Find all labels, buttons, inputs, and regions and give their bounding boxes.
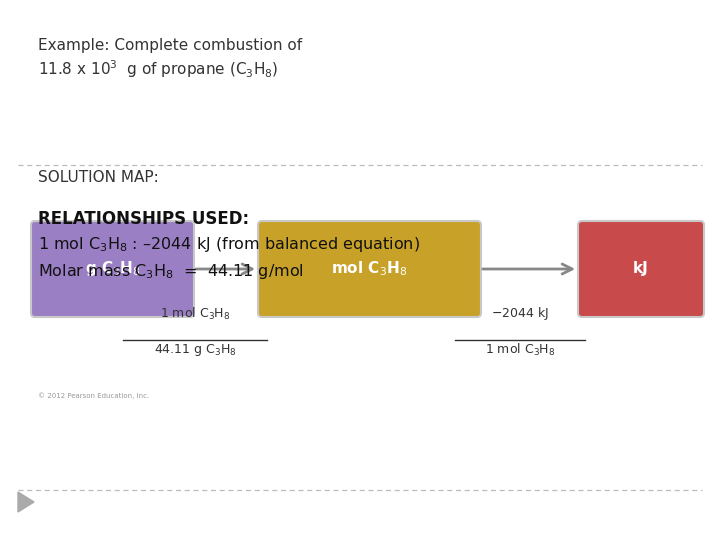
Text: mol C$_3$H$_8$: mol C$_3$H$_8$ [331,260,408,278]
Text: $-$2044 kJ: $-$2044 kJ [491,305,549,322]
Text: 11.8 x 10$^3$  g of propane (C$_3$H$_8$): 11.8 x 10$^3$ g of propane (C$_3$H$_8$) [38,58,279,80]
Polygon shape [18,492,34,512]
Text: g C$_3$H$_8$: g C$_3$H$_8$ [85,260,140,279]
FancyBboxPatch shape [578,221,704,317]
Text: SOLUTION MAP:: SOLUTION MAP: [38,170,158,185]
Text: 1 mol C$_3$H$_8$ : –2044 kJ (from balanced equation): 1 mol C$_3$H$_8$ : –2044 kJ (from balanc… [38,235,420,254]
Text: Molar mass C$_3$H$_8$  =  44.11 g/mol: Molar mass C$_3$H$_8$ = 44.11 g/mol [38,262,304,281]
Text: © 2012 Pearson Education, Inc.: © 2012 Pearson Education, Inc. [38,392,149,399]
Text: 1 mol C$_3$H$_8$: 1 mol C$_3$H$_8$ [160,306,230,322]
Text: kJ: kJ [633,261,649,276]
Text: 44.11 g C$_3$H$_8$: 44.11 g C$_3$H$_8$ [153,342,236,358]
Text: Example: Complete combustion of: Example: Complete combustion of [38,38,302,53]
FancyBboxPatch shape [31,221,194,317]
Text: 1 mol C$_3$H$_8$: 1 mol C$_3$H$_8$ [485,342,555,358]
Text: RELATIONSHIPS USED:: RELATIONSHIPS USED: [38,210,249,228]
FancyBboxPatch shape [258,221,481,317]
